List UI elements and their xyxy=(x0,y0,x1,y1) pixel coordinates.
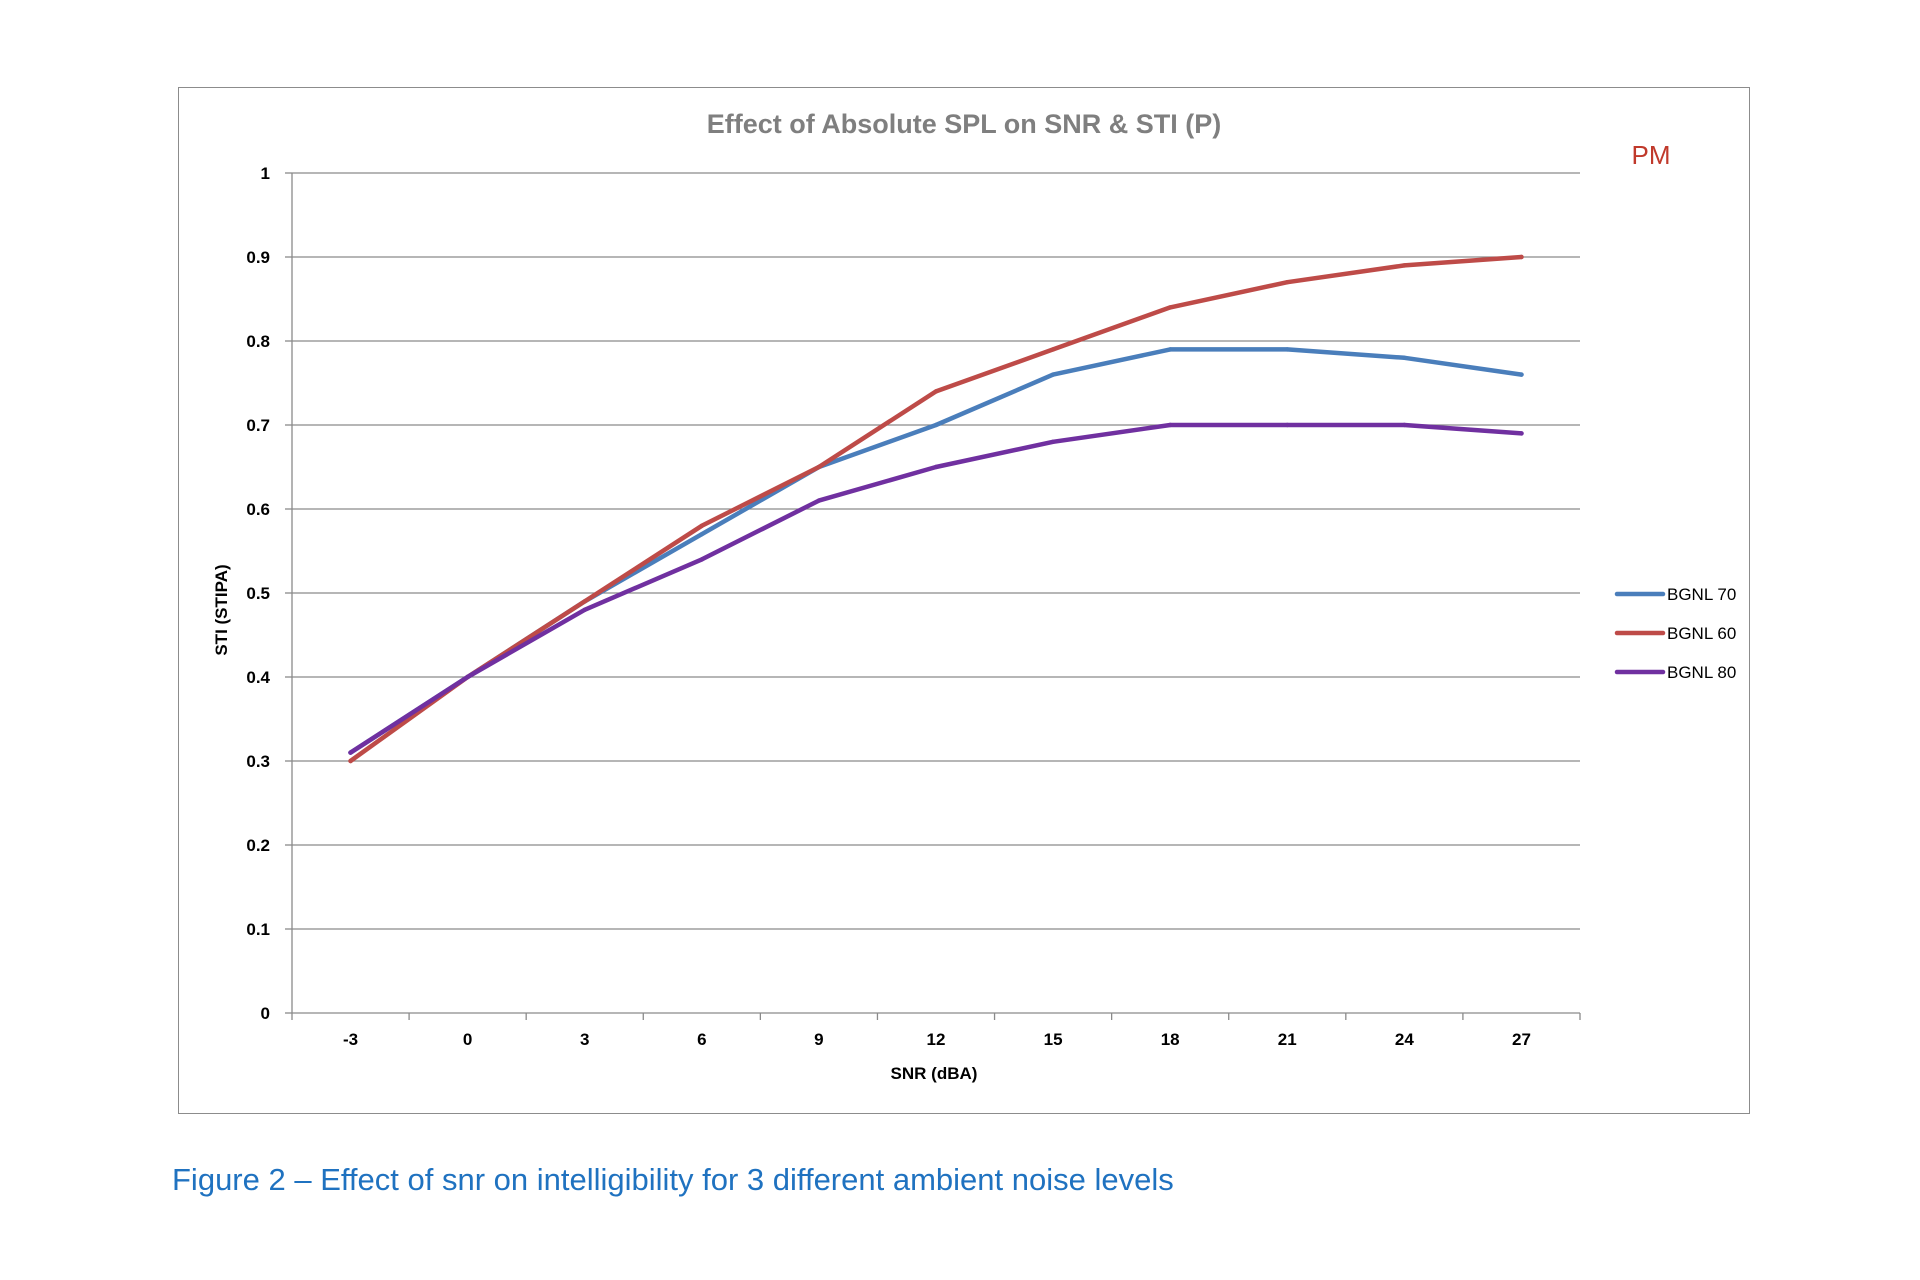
chart-title: Effect of Absolute SPL on SNR & STI (P) xyxy=(707,109,1222,139)
data-point-2-3 xyxy=(699,557,705,562)
data-point-1-0 xyxy=(348,758,353,764)
y-tick-label-8: 0.8 xyxy=(246,332,270,351)
x-tick-label-3: 6 xyxy=(697,1030,706,1049)
data-point-0-5 xyxy=(933,422,939,428)
x-tick-label-5: 12 xyxy=(927,1030,946,1049)
x-tick-label-6: 15 xyxy=(1044,1030,1063,1049)
x-tick-label-10: 27 xyxy=(1512,1030,1531,1049)
x-tick-label-4: 9 xyxy=(814,1030,823,1049)
series-line-0 xyxy=(348,347,1524,755)
data-point-0-7 xyxy=(1167,347,1173,352)
x-tick-label-1: 0 xyxy=(463,1030,472,1049)
data-point-0-8 xyxy=(1285,347,1290,352)
legend-label-0: BGNL 70 xyxy=(1667,585,1736,604)
y-tick-label-4: 0.4 xyxy=(246,668,270,687)
series-line-2 xyxy=(348,422,1524,755)
data-point-0-3 xyxy=(699,532,705,537)
x-tick-label-8: 21 xyxy=(1278,1030,1297,1049)
gridlines xyxy=(292,172,1580,1014)
data-point-2-2 xyxy=(582,607,587,612)
data-point-1-6 xyxy=(1050,347,1056,352)
y-tick-label-2: 0.2 xyxy=(246,836,270,855)
x-tick-label-2: 3 xyxy=(580,1030,589,1049)
data-point-0-6 xyxy=(1050,372,1056,377)
data-point-1-8 xyxy=(1285,280,1290,285)
data-point-2-8 xyxy=(1285,422,1290,428)
x-tick-label-9: 24 xyxy=(1395,1030,1414,1049)
y-axis-label: STI (STIPA) xyxy=(212,564,231,655)
data-point-0-10 xyxy=(1519,372,1524,377)
data-point-1-5 xyxy=(933,389,939,394)
series-lines xyxy=(348,254,1524,764)
data-point-2-0 xyxy=(348,750,353,755)
y-tick-label-5: 0.5 xyxy=(246,584,270,603)
data-point-2-5 xyxy=(933,464,939,470)
x-axis-label: SNR (dBA) xyxy=(891,1064,978,1083)
data-point-1-7 xyxy=(1167,305,1173,310)
data-point-2-6 xyxy=(1050,439,1056,444)
x-tick-label-7: 18 xyxy=(1161,1030,1180,1049)
x-tick-label-0: -3 xyxy=(343,1030,358,1049)
y-tick-label-3: 0.3 xyxy=(246,752,270,771)
data-point-2-9 xyxy=(1402,422,1407,428)
figure-caption: Figure 2 – Effect of snr on intelligibil… xyxy=(172,1162,1174,1197)
data-point-1-4 xyxy=(816,464,822,470)
y-tick-label-7: 0.7 xyxy=(246,416,270,435)
data-point-2-4 xyxy=(816,498,822,503)
data-point-2-1 xyxy=(465,674,470,680)
axes: 0 0.1 0.2 0.3 0.4 0.5 0.6 0.7 0.8 0.9 1 -3 0 3 6 9 12 15 1… xyxy=(246,164,1581,1049)
annotation-label: PM xyxy=(1632,140,1671,170)
data-point-1-9 xyxy=(1402,263,1407,268)
data-point-1-10 xyxy=(1519,254,1524,260)
data-point-1-2 xyxy=(582,599,587,604)
data-point-1-3 xyxy=(699,523,705,528)
y-tick-label-6: 0.6 xyxy=(246,500,270,519)
legend-label-1: BGNL 60 xyxy=(1667,624,1736,643)
y-tick-label-10: 1 xyxy=(261,164,270,183)
y-tick-label-0: 0 xyxy=(261,1004,270,1023)
y-tick-label-1: 0.1 xyxy=(246,920,270,939)
legend-label-2: BGNL 80 xyxy=(1667,663,1736,682)
data-point-2-10 xyxy=(1519,431,1524,436)
data-point-2-7 xyxy=(1167,422,1173,428)
legend: BGNL 70 BGNL 60 BGNL 80 xyxy=(1614,585,1736,682)
y-tick-label-9: 0.9 xyxy=(246,248,270,267)
data-point-0-9 xyxy=(1402,355,1407,360)
